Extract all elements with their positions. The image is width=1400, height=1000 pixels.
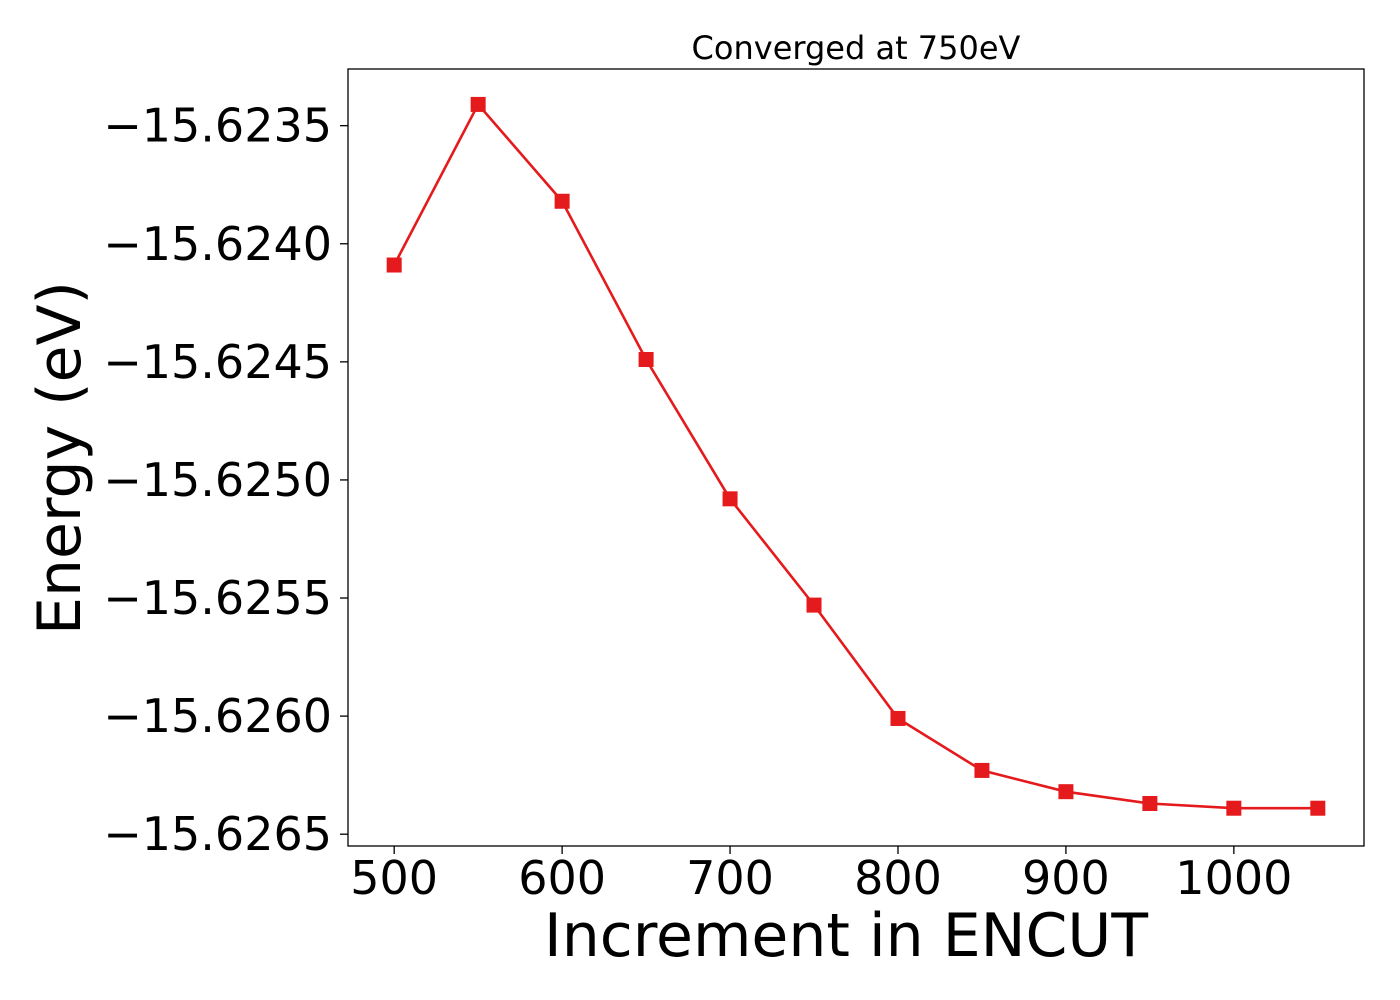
- x-tick-label: 900: [1022, 851, 1110, 905]
- plot-frame: [347, 68, 1365, 847]
- y-tick-label: −15.6250: [103, 453, 332, 507]
- x-axis-ticks: 500 600 700 800 900 1000: [350, 846, 1292, 905]
- data-point-marker: [1058, 784, 1074, 800]
- y-tick-label: −15.6260: [103, 689, 332, 743]
- x-tick-label: 800: [854, 851, 942, 905]
- data-point-marker: [554, 193, 570, 209]
- x-tick-label: 700: [686, 851, 774, 905]
- data-point-marker: [722, 491, 738, 507]
- data-point-marker: [806, 597, 822, 613]
- chart-title: Converged at 750eV: [692, 29, 1021, 67]
- y-tick-label: −15.6265: [103, 807, 332, 861]
- y-tick-label: −15.6235: [103, 99, 332, 153]
- x-tick-label: 1000: [1175, 851, 1292, 905]
- x-tick-label: 500: [350, 851, 438, 905]
- y-tick-label: −15.6255: [103, 571, 332, 625]
- data-point-marker: [974, 762, 990, 778]
- data-point-marker: [470, 96, 486, 112]
- series-layer: [386, 96, 1326, 816]
- x-axis-label: Increment in ENCUT: [544, 901, 1148, 971]
- y-tick-label: −15.6240: [103, 217, 332, 271]
- data-point-marker: [1142, 795, 1158, 811]
- data-point-marker: [890, 710, 906, 726]
- data-point-marker: [386, 257, 402, 273]
- data-point-marker: [1310, 800, 1326, 816]
- y-tick-label: −15.6245: [103, 335, 332, 389]
- data-point-marker: [638, 351, 654, 367]
- y-axis-ticks: −15.6235 −15.6240 −15.6245 −15.6250 −15.6255…: [103, 99, 348, 861]
- y-axis-label: Energy (eV): [25, 281, 95, 635]
- data-point-marker: [1226, 800, 1242, 816]
- series-line: [393, 102, 1318, 810]
- x-tick-label: 600: [518, 851, 606, 905]
